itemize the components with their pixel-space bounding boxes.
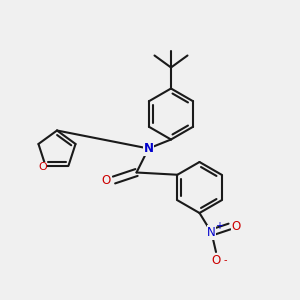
Text: O: O (38, 162, 47, 172)
Text: N: N (143, 142, 154, 155)
Text: -: - (223, 255, 227, 266)
Text: O: O (212, 254, 220, 267)
Text: N: N (207, 226, 216, 239)
Text: O: O (232, 220, 241, 233)
Text: +: + (215, 221, 223, 231)
Text: O: O (102, 173, 111, 187)
